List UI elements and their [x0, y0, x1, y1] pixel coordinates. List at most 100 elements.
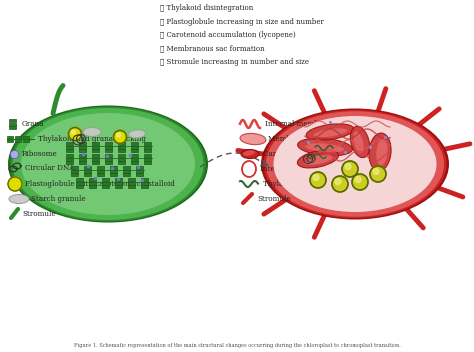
FancyBboxPatch shape	[76, 185, 83, 188]
Ellipse shape	[128, 130, 146, 138]
FancyBboxPatch shape	[84, 166, 91, 169]
FancyBboxPatch shape	[124, 170, 130, 173]
FancyBboxPatch shape	[128, 178, 136, 181]
Circle shape	[117, 133, 120, 137]
FancyBboxPatch shape	[23, 137, 29, 139]
Circle shape	[345, 163, 351, 170]
FancyBboxPatch shape	[23, 139, 29, 142]
Text: Plastoglobule with carotenoid crystalloid: Plastoglobule with carotenoid crystalloi…	[25, 180, 175, 188]
FancyBboxPatch shape	[92, 142, 100, 145]
FancyBboxPatch shape	[124, 173, 130, 176]
Ellipse shape	[369, 133, 391, 171]
Text: ✓ Plastoglobule increasing in size and number: ✓ Plastoglobule increasing in size and n…	[160, 18, 324, 25]
FancyBboxPatch shape	[137, 166, 144, 169]
Ellipse shape	[273, 116, 437, 212]
FancyBboxPatch shape	[9, 126, 17, 129]
FancyBboxPatch shape	[118, 161, 126, 164]
Ellipse shape	[376, 139, 387, 165]
FancyBboxPatch shape	[15, 137, 21, 139]
Ellipse shape	[298, 138, 352, 156]
Text: Figure 1. Schematic representation of the main structural changes occurring duri: Figure 1. Schematic representation of th…	[73, 343, 401, 348]
Ellipse shape	[243, 150, 255, 156]
FancyBboxPatch shape	[84, 173, 91, 176]
FancyBboxPatch shape	[102, 182, 109, 185]
FancyBboxPatch shape	[90, 182, 97, 185]
Ellipse shape	[314, 128, 347, 137]
FancyBboxPatch shape	[9, 123, 17, 126]
Ellipse shape	[12, 108, 203, 220]
Circle shape	[352, 174, 368, 190]
FancyBboxPatch shape	[145, 146, 152, 149]
FancyBboxPatch shape	[116, 185, 122, 188]
FancyBboxPatch shape	[131, 142, 138, 145]
FancyBboxPatch shape	[92, 154, 100, 157]
FancyBboxPatch shape	[145, 154, 152, 157]
Text: Grana: Grana	[22, 120, 45, 128]
FancyBboxPatch shape	[66, 158, 73, 161]
Text: ✓ Carotenoid accumulation (lycopene): ✓ Carotenoid accumulation (lycopene)	[160, 31, 296, 39]
FancyBboxPatch shape	[142, 185, 148, 188]
FancyBboxPatch shape	[118, 146, 126, 149]
FancyBboxPatch shape	[128, 185, 136, 188]
FancyBboxPatch shape	[80, 154, 86, 157]
Circle shape	[373, 169, 379, 175]
Text: Starch granule: Starch granule	[31, 195, 86, 203]
FancyBboxPatch shape	[72, 173, 79, 176]
FancyBboxPatch shape	[76, 178, 83, 181]
FancyBboxPatch shape	[131, 154, 138, 157]
FancyBboxPatch shape	[142, 178, 148, 181]
FancyBboxPatch shape	[72, 170, 79, 173]
Text: Internal membrane: Internal membrane	[265, 120, 336, 128]
FancyBboxPatch shape	[7, 137, 13, 139]
FancyBboxPatch shape	[118, 149, 126, 152]
FancyBboxPatch shape	[128, 182, 136, 185]
FancyBboxPatch shape	[145, 161, 152, 164]
FancyBboxPatch shape	[92, 158, 100, 161]
FancyBboxPatch shape	[106, 161, 112, 164]
FancyBboxPatch shape	[102, 178, 109, 181]
FancyBboxPatch shape	[145, 149, 152, 152]
FancyBboxPatch shape	[66, 149, 73, 152]
Text: Stromule: Stromule	[257, 195, 291, 203]
Ellipse shape	[10, 107, 206, 221]
Ellipse shape	[297, 150, 338, 168]
FancyBboxPatch shape	[110, 173, 118, 176]
FancyBboxPatch shape	[131, 158, 138, 161]
FancyBboxPatch shape	[137, 170, 144, 173]
Text: ✓ Stromule increasing in number and size: ✓ Stromule increasing in number and size	[160, 58, 309, 66]
FancyBboxPatch shape	[124, 166, 130, 169]
Ellipse shape	[8, 106, 208, 222]
FancyBboxPatch shape	[131, 146, 138, 149]
FancyBboxPatch shape	[92, 149, 100, 152]
Circle shape	[69, 127, 82, 140]
FancyBboxPatch shape	[118, 158, 126, 161]
Circle shape	[8, 177, 22, 191]
Circle shape	[313, 175, 319, 181]
FancyBboxPatch shape	[102, 185, 109, 188]
FancyBboxPatch shape	[66, 146, 73, 149]
Text: Stromule: Stromule	[22, 210, 55, 218]
FancyBboxPatch shape	[131, 161, 138, 164]
Text: Membranous sac: Membranous sac	[268, 135, 330, 143]
FancyBboxPatch shape	[92, 161, 100, 164]
Circle shape	[342, 161, 358, 177]
Circle shape	[113, 131, 127, 144]
Ellipse shape	[350, 126, 370, 158]
Ellipse shape	[266, 111, 444, 217]
Ellipse shape	[241, 150, 259, 158]
Ellipse shape	[240, 133, 266, 145]
FancyBboxPatch shape	[80, 149, 86, 152]
FancyBboxPatch shape	[7, 139, 13, 142]
Ellipse shape	[306, 143, 344, 152]
FancyBboxPatch shape	[90, 178, 97, 181]
Text: Circular DNA: Circular DNA	[25, 164, 74, 172]
Circle shape	[335, 178, 341, 184]
FancyBboxPatch shape	[66, 154, 73, 157]
FancyBboxPatch shape	[90, 185, 97, 188]
FancyBboxPatch shape	[137, 173, 144, 176]
FancyBboxPatch shape	[106, 154, 112, 157]
Text: Carotenoid crystal: Carotenoid crystal	[263, 150, 330, 158]
Ellipse shape	[306, 124, 354, 140]
FancyBboxPatch shape	[106, 158, 112, 161]
FancyBboxPatch shape	[118, 142, 126, 145]
